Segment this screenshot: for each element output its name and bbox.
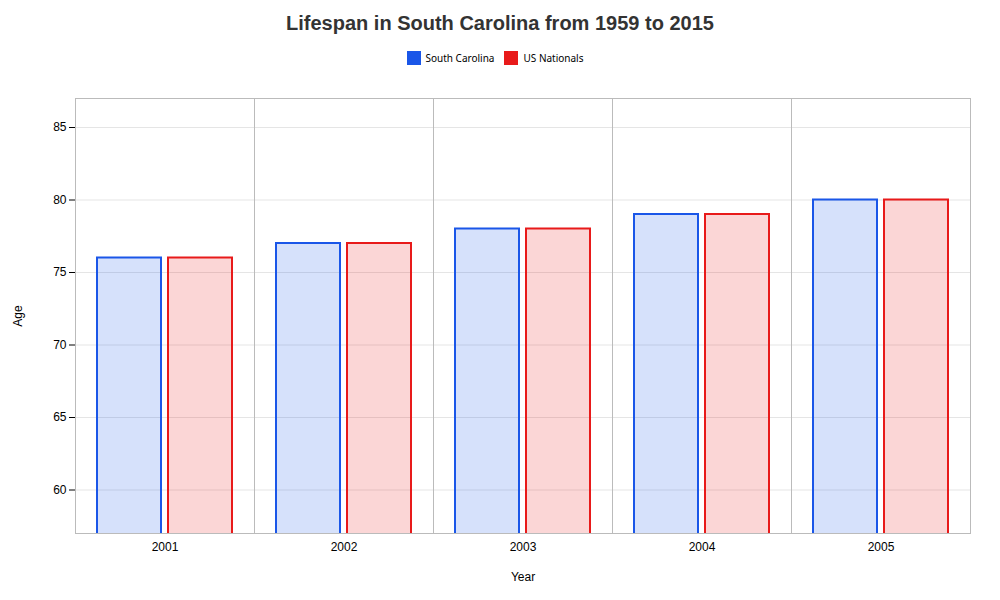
html-text:Lifespan in South Carolina fro: Lifespan in South Carolina from 1959 to … xyxy=(286,12,714,34)
svg-text:65: 65 xyxy=(53,410,67,424)
svg-text:2003: 2003 xyxy=(510,540,537,554)
svg-text:Year: Year xyxy=(511,570,535,584)
svg-text:60: 60 xyxy=(53,483,67,497)
svg-text:80: 80 xyxy=(53,193,67,207)
svg-text:2001: 2001 xyxy=(152,540,179,554)
svg-text:2004: 2004 xyxy=(689,540,716,554)
svg-text:85: 85 xyxy=(53,120,67,134)
svg-text:2002: 2002 xyxy=(331,540,358,554)
svg-text:Age: Age xyxy=(11,305,25,327)
html-text:US Nationals: US Nationals xyxy=(523,50,584,65)
svg-text:70: 70 xyxy=(53,338,67,352)
svg-text:75: 75 xyxy=(53,265,67,279)
svg-text:2005: 2005 xyxy=(868,540,895,554)
html-text:South Carolina: South Carolina xyxy=(425,50,495,65)
